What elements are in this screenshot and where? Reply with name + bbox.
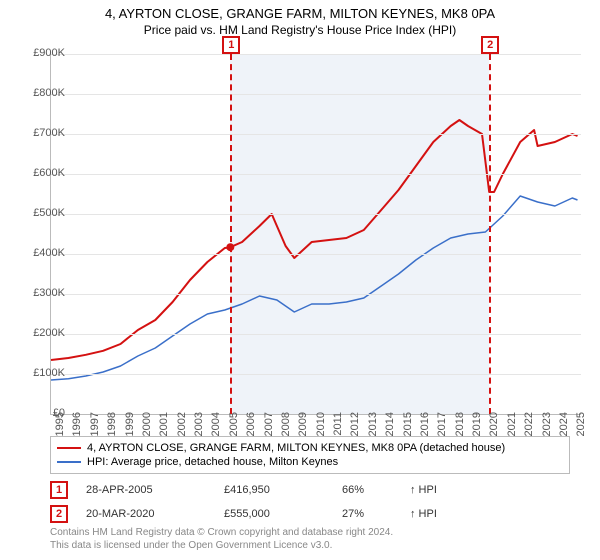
xtick-label: 2005 (228, 412, 240, 452)
transaction-price: £416,950 (224, 484, 324, 496)
xtick-label: 2018 (454, 412, 466, 452)
legend-swatch-hpi (57, 461, 81, 463)
ytick-label: £400K (20, 247, 65, 259)
gridline-h (51, 334, 581, 335)
xtick-label: 2004 (210, 412, 222, 452)
xtick-label: 2014 (384, 412, 396, 452)
legend-row-hpi: HPI: Average price, detached house, Milt… (57, 455, 563, 469)
transaction-row-2: 2 20-MAR-2020 £555,000 27% ↑ HPI (50, 502, 460, 526)
gridline-h (51, 214, 581, 215)
transaction-date: 28-APR-2005 (86, 484, 206, 496)
ytick-label: £300K (20, 287, 65, 299)
xtick-label: 1997 (89, 412, 101, 452)
ytick-label: £500K (20, 207, 65, 219)
series-hpi (51, 196, 578, 380)
marker-box-1: 1 (222, 36, 240, 54)
xtick-label: 2009 (297, 412, 309, 452)
xtick-label: 2012 (349, 412, 361, 452)
gridline-h (51, 254, 581, 255)
xtick-label: 2017 (436, 412, 448, 452)
transaction-price: £555,000 (224, 508, 324, 520)
gridline-h (51, 54, 581, 55)
ytick-label: £600K (20, 167, 65, 179)
transaction-marker-1: 1 (50, 481, 68, 499)
xtick-label: 2023 (541, 412, 553, 452)
marker-line-2 (489, 54, 491, 414)
marker-line-1 (230, 54, 232, 414)
xtick-label: 2001 (158, 412, 170, 452)
xtick-label: 2011 (332, 412, 344, 452)
xtick-label: 2008 (280, 412, 292, 452)
gridline-h (51, 94, 581, 95)
legend-label-hpi: HPI: Average price, detached house, Milt… (87, 456, 338, 468)
xtick-label: 2006 (245, 412, 257, 452)
xtick-label: 2021 (506, 412, 518, 452)
transaction-vs-hpi: ↑ HPI (410, 484, 460, 496)
transaction-pct: 27% (342, 508, 392, 520)
xtick-label: 2000 (141, 412, 153, 452)
ytick-label: £900K (20, 47, 65, 59)
xtick-label: 2020 (488, 412, 500, 452)
ytick-label: £700K (20, 127, 65, 139)
chart-plot-area: 12 (50, 54, 581, 415)
xtick-label: 2003 (193, 412, 205, 452)
ytick-label: £800K (20, 87, 65, 99)
footer-attribution: Contains HM Land Registry data © Crown c… (50, 526, 570, 552)
xtick-label: 2007 (263, 412, 275, 452)
transaction-row-1: 1 28-APR-2005 £416,950 66% ↑ HPI (50, 478, 460, 502)
gridline-h (51, 134, 581, 135)
chart-svg (51, 54, 581, 414)
xtick-label: 1998 (106, 412, 118, 452)
gridline-h (51, 294, 581, 295)
transaction-marker-2: 2 (50, 505, 68, 523)
transaction-pct: 66% (342, 484, 392, 496)
xtick-label: 2025 (575, 412, 587, 452)
ytick-label: £200K (20, 327, 65, 339)
xtick-label: 2016 (419, 412, 431, 452)
xtick-label: 2015 (402, 412, 414, 452)
xtick-label: 2019 (471, 412, 483, 452)
series-property (51, 120, 578, 360)
xtick-label: 2002 (176, 412, 188, 452)
xtick-label: 1995 (54, 412, 66, 452)
gridline-h (51, 174, 581, 175)
xtick-label: 2024 (558, 412, 570, 452)
xtick-label: 1996 (71, 412, 83, 452)
transactions-table: 1 28-APR-2005 £416,950 66% ↑ HPI 2 20-MAR-2020… (50, 478, 460, 526)
footer-line1: Contains HM Land Registry data © Crown c… (50, 526, 570, 539)
transaction-vs-hpi: ↑ HPI (410, 508, 460, 520)
gridline-h (51, 374, 581, 375)
xtick-label: 2010 (315, 412, 327, 452)
xtick-label: 2013 (367, 412, 379, 452)
marker-box-2: 2 (481, 36, 499, 54)
chart-subtitle: Price paid vs. HM Land Registry's House … (0, 21, 600, 37)
footer-line2: This data is licensed under the Open Gov… (50, 539, 570, 552)
chart-title: 4, AYRTON CLOSE, GRANGE FARM, MILTON KEY… (0, 0, 600, 21)
ytick-label: £100K (20, 367, 65, 379)
transaction-date: 20-MAR-2020 (86, 508, 206, 520)
xtick-label: 2022 (523, 412, 535, 452)
xtick-label: 1999 (124, 412, 136, 452)
